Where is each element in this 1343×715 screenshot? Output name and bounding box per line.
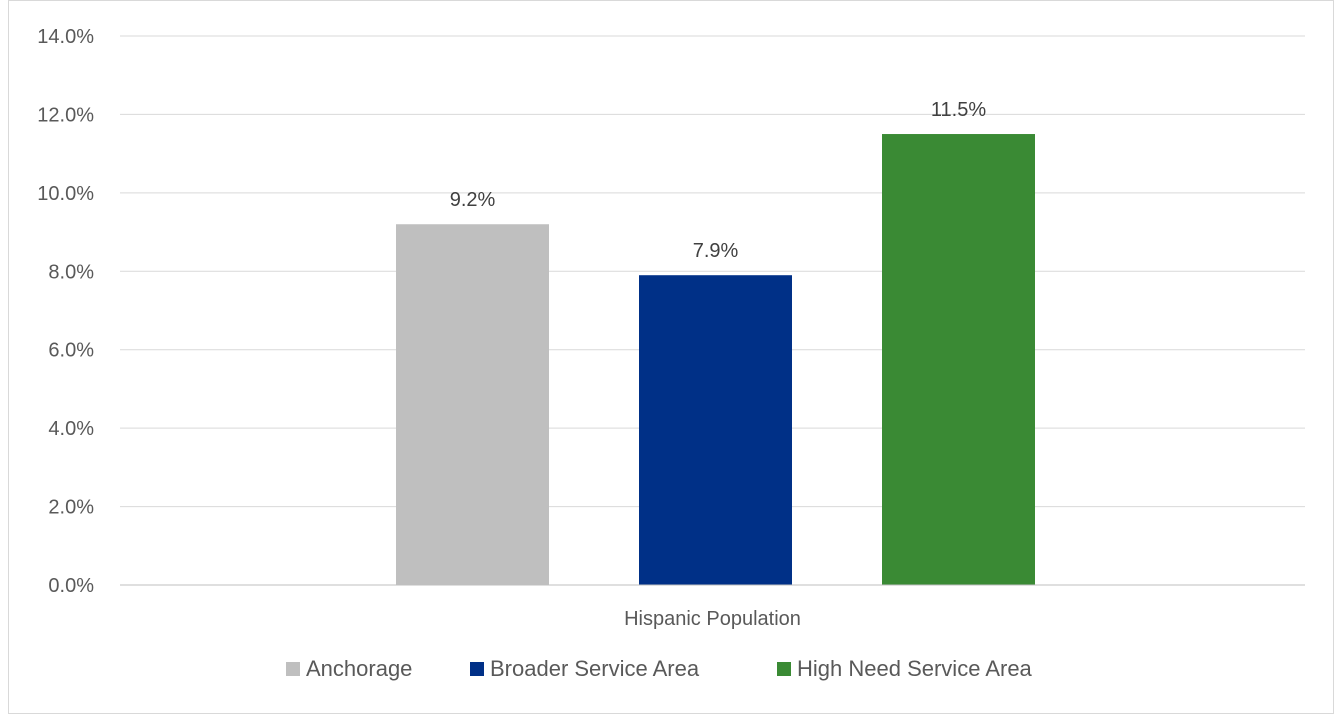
bar-anchorage xyxy=(396,224,549,585)
data-label: 7.9% xyxy=(693,240,739,262)
y-tick-label: 10.0% xyxy=(37,183,94,205)
legend: Anchorage Broader Service Area High Need S… xyxy=(286,656,1033,681)
bars xyxy=(396,134,1035,586)
legend-label: High Need Service Area xyxy=(797,656,1033,681)
y-tick-label: 4.0% xyxy=(48,418,94,440)
legend-label: Anchorage xyxy=(306,656,412,681)
legend-swatch xyxy=(470,662,484,676)
gridlines xyxy=(120,35,1305,508)
data-label: 9.2% xyxy=(450,189,496,211)
y-tick-label: 14.0% xyxy=(37,26,94,48)
bar-broader-service-area xyxy=(639,275,792,585)
y-tick-label: 6.0% xyxy=(48,340,94,362)
legend-swatch xyxy=(777,662,791,676)
x-axis: Hispanic Population xyxy=(120,584,1305,630)
data-label: 11.5% xyxy=(931,99,986,121)
y-tick-label: 12.0% xyxy=(37,104,94,126)
y-tick-label: 8.0% xyxy=(48,261,94,283)
x-tick-label: Hispanic Population xyxy=(624,608,801,630)
bar-high-need-service-area xyxy=(882,134,1035,586)
y-tick-label: 0.0% xyxy=(48,575,94,597)
legend-label: Broader Service Area xyxy=(490,656,700,681)
y-axis-ticks: 0.0% 2.0% 4.0% 6.0% 8.0% 10.0% 12.0% 14.0% xyxy=(37,26,94,597)
data-labels: 9.2% 7.9% 11.5% xyxy=(450,99,987,262)
y-tick-label: 2.0% xyxy=(48,497,94,519)
legend-swatch xyxy=(286,662,300,676)
